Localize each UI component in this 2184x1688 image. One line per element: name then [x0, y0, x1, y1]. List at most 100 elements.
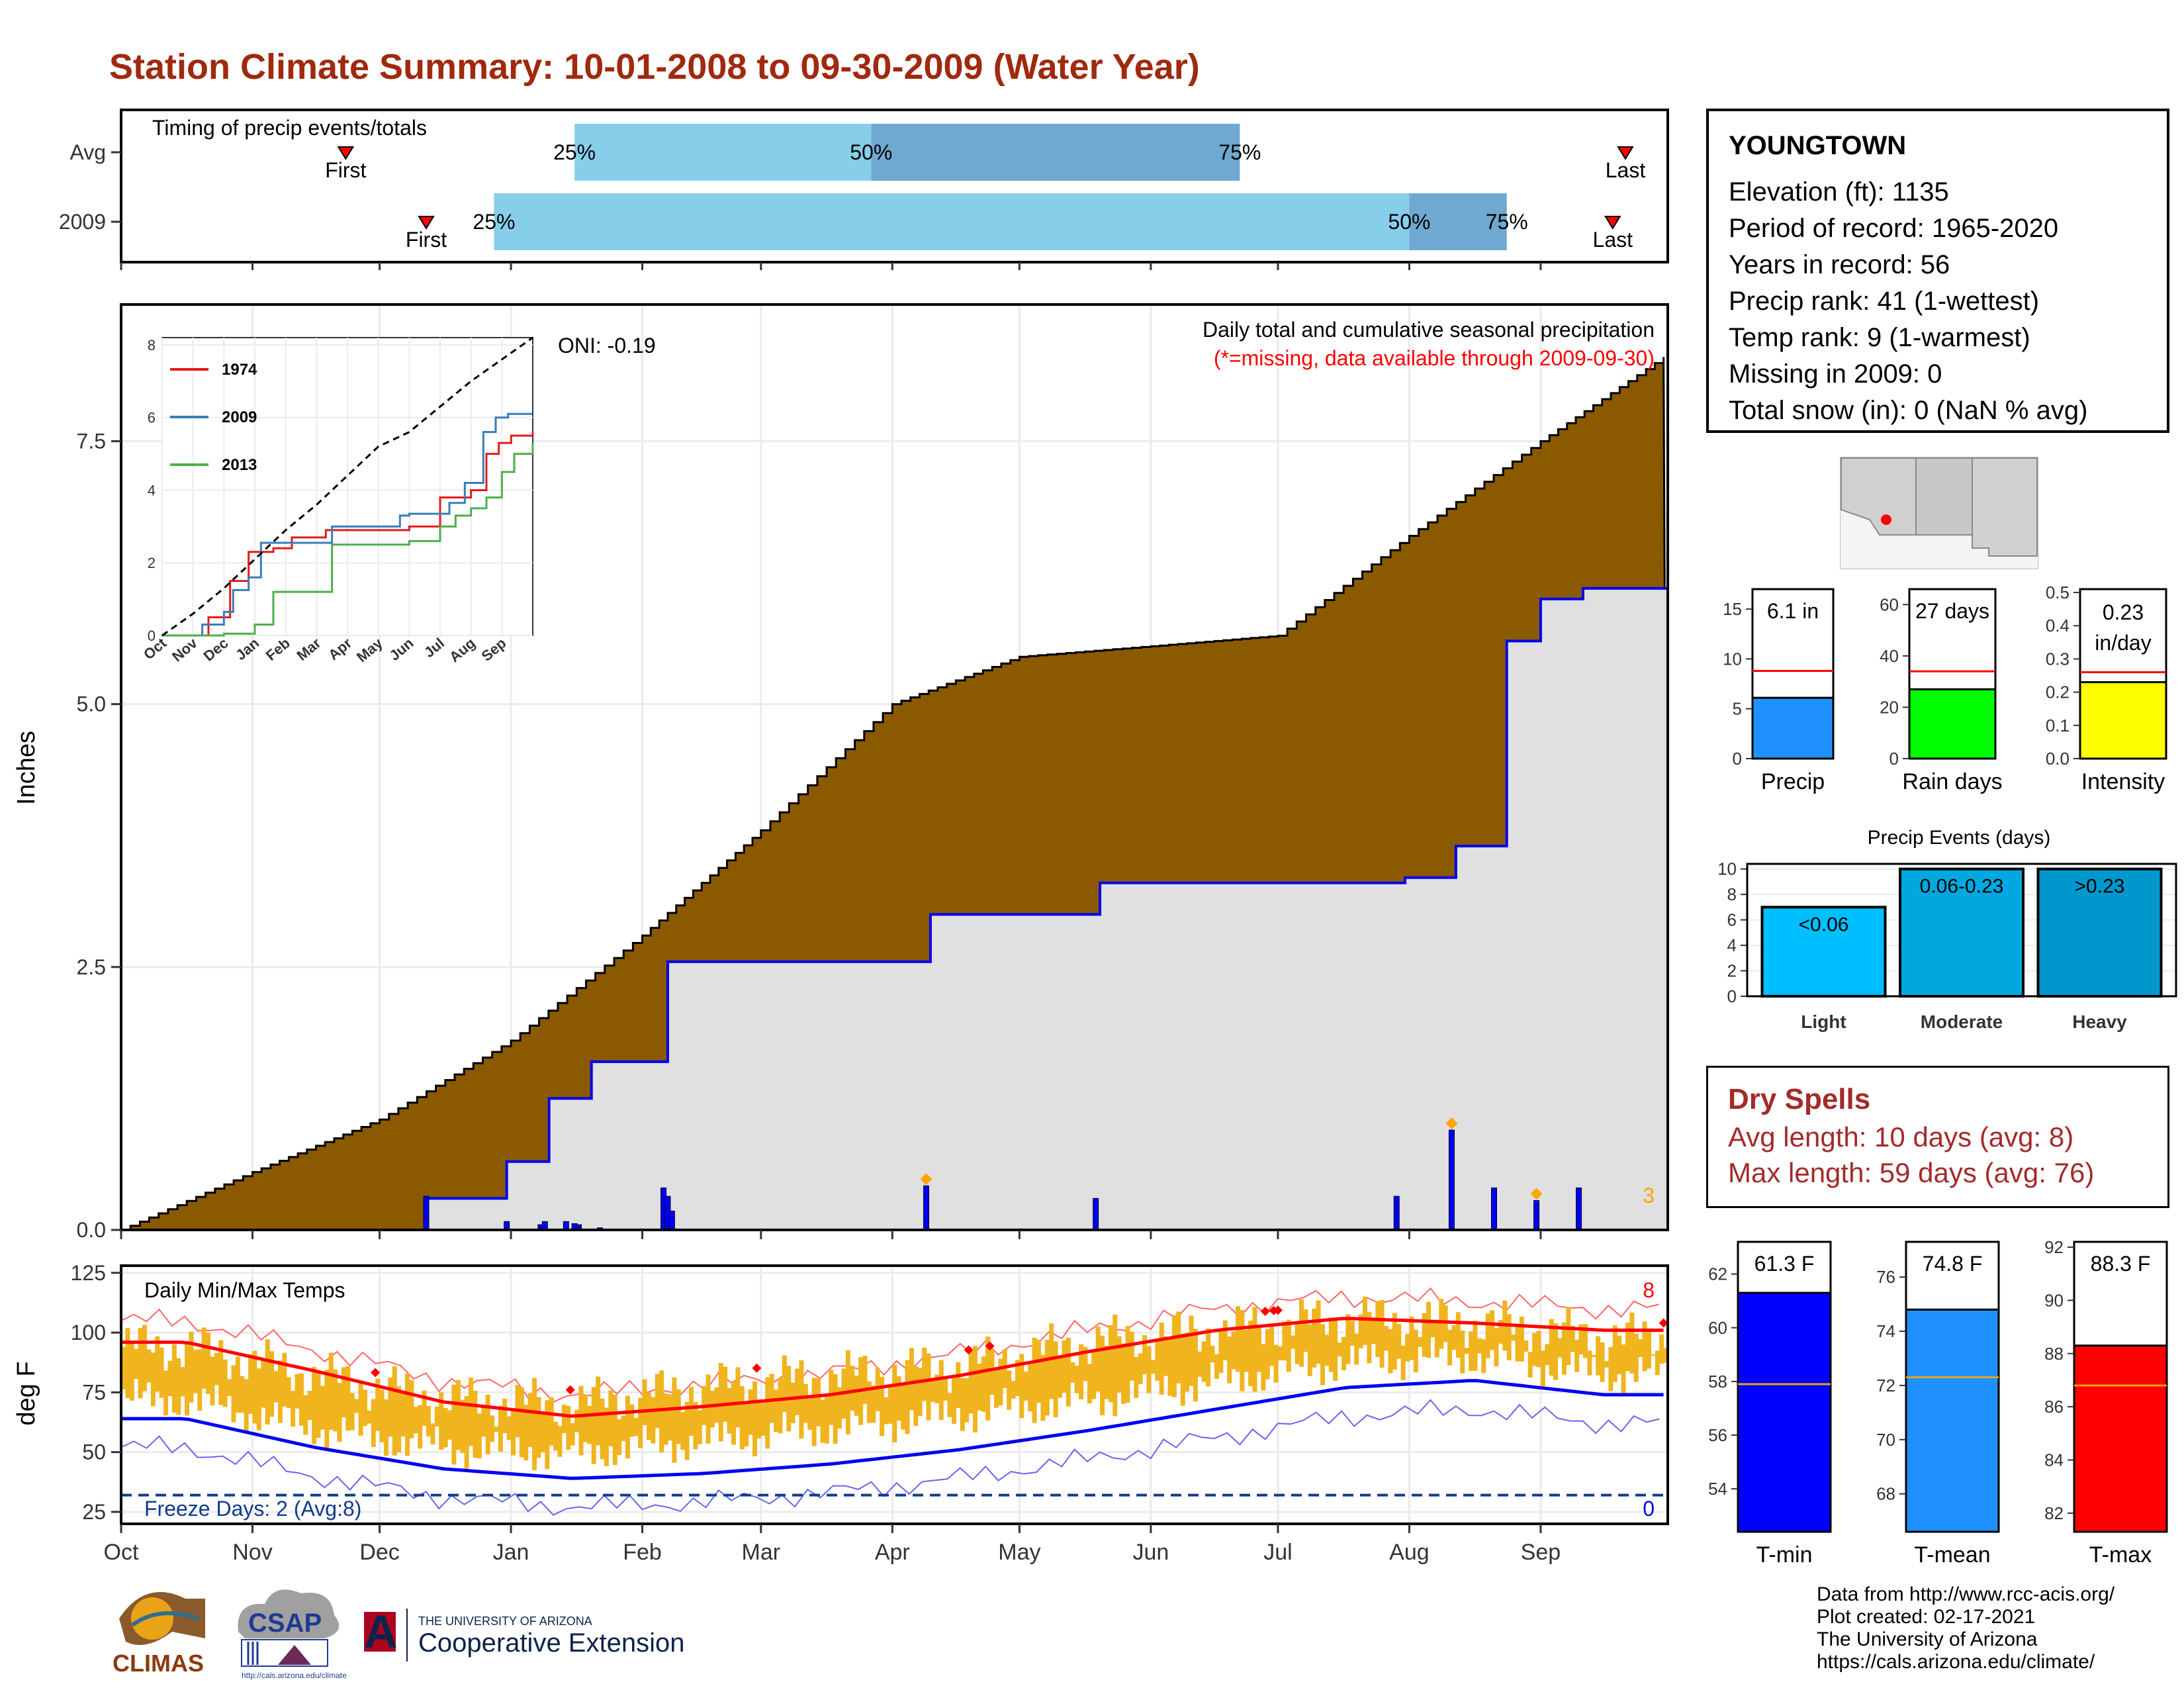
precip-count-label: 3	[1643, 1184, 1655, 1207]
daily-temp-bar	[1447, 1329, 1453, 1366]
daily-temp-bar	[1455, 1312, 1461, 1358]
daily-temp-bar	[129, 1342, 134, 1401]
daily-temp-bar	[1185, 1332, 1190, 1392]
timing-bar-q1	[574, 124, 872, 181]
daily-temp-bar	[1485, 1313, 1490, 1358]
daily-temp-bar	[367, 1410, 372, 1424]
daily-temp-bar	[1494, 1328, 1499, 1367]
timing-first-marker	[337, 146, 355, 160]
daily-temp-bar	[752, 1381, 758, 1456]
map-state-arizona	[1915, 457, 1973, 536]
daily-temp-bar	[256, 1368, 261, 1430]
daily-temp-bar	[1113, 1315, 1118, 1417]
dry-spells-avg: Avg length: 10 days (avg: 8)	[1728, 1121, 2074, 1152]
daily-temp-bar	[392, 1366, 397, 1456]
daily-temp-bar	[261, 1360, 266, 1408]
daily-temp-bar	[1312, 1308, 1317, 1368]
daily-temp-bar	[1384, 1326, 1389, 1351]
daily-temp-bar	[1044, 1340, 1050, 1416]
timing-first-label: First	[406, 228, 447, 252]
tmin-axis-label: T-min	[1756, 1542, 1813, 1568]
timing-chart: Timing of precip events/totals Avg 25% 50% 7…	[59, 109, 1669, 270]
daily-temp-bar	[426, 1405, 431, 1436]
tmean-axis-label: T-mean	[1914, 1542, 1990, 1568]
daily-temp-bar	[1600, 1342, 1605, 1382]
timing-bar-q1	[494, 193, 1410, 250]
daily-temp-bar	[917, 1368, 923, 1417]
daily-temp-bar	[1426, 1301, 1432, 1358]
dry-spells-title: Dry Spells	[1728, 1083, 1871, 1115]
inset-series-2009	[162, 412, 533, 637]
tmax-y-tick-label: 92	[2044, 1237, 2064, 1257]
daily-temp-bar	[1023, 1372, 1028, 1401]
daily-temp-bar	[998, 1358, 1003, 1406]
daily-temp-bar	[180, 1367, 185, 1397]
daily-temp-bar	[451, 1384, 457, 1465]
daily-temp-bar	[1392, 1313, 1397, 1370]
daily-temp-bar	[434, 1406, 439, 1427]
daily-temp-bar	[887, 1385, 893, 1424]
daily-temp-bar	[638, 1397, 643, 1448]
events-bar-light	[1760, 906, 1887, 998]
temp-y-tick-label: 100	[71, 1321, 106, 1344]
ua-small-text: THE UNIVERSITY OF ARIZONA	[418, 1615, 592, 1628]
daily-temp-bar	[337, 1383, 342, 1442]
tmin-bar	[1737, 1291, 1832, 1533]
station-name: YOUNGTOWN	[1729, 131, 1907, 160]
tmax-y-tick-label: 86	[2044, 1397, 2064, 1417]
daily-temp-bar	[756, 1401, 762, 1438]
daily-temp-bar	[1434, 1319, 1439, 1358]
daily-temp-bar	[1142, 1335, 1148, 1375]
events-y-tick-label: 8	[1727, 884, 1737, 904]
events-y-tick-label: 4	[1727, 935, 1737, 955]
daily-temp-bar	[439, 1392, 444, 1450]
daily-temp-bar	[739, 1386, 745, 1450]
daily-temp-bar	[295, 1374, 300, 1409]
daily-temp-bar	[404, 1373, 410, 1456]
daily-temp-bar	[1596, 1336, 1601, 1376]
precip-chart: 0.0 2.5 5.0 7.5 Inches Daily total and cumula…	[13, 303, 1669, 1242]
daily-temp-bar	[189, 1331, 194, 1403]
daily-temp-bar	[748, 1389, 753, 1435]
rain-days-y-tick-label: 40	[1880, 646, 1899, 666]
daily-temp-bar	[566, 1405, 571, 1450]
daily-temp-bar	[358, 1382, 363, 1436]
daily-temp-bar	[1549, 1319, 1554, 1376]
station-years: Years in record: 56	[1729, 250, 1950, 279]
intensity-y-tick-label: 0.5	[2046, 583, 2070, 602]
daily-precip-bar	[923, 1185, 930, 1231]
daily-temp-bar	[185, 1343, 190, 1416]
inset-y-tick-label: 8	[148, 337, 156, 353]
station-snow: Total snow (in): 0 (NaN % avg)	[1729, 396, 2088, 425]
daily-temp-bar	[1062, 1340, 1067, 1393]
rain-days-bar	[1908, 688, 1997, 760]
daily-temp-bar	[587, 1405, 592, 1444]
daily-temp-bar	[506, 1416, 512, 1440]
daily-temp-bar	[400, 1391, 406, 1436]
daily-temp-bar	[1354, 1333, 1359, 1365]
daily-temp-bar	[1298, 1299, 1304, 1367]
daily-temp-bar	[1058, 1356, 1063, 1398]
record-high-marker	[371, 1368, 381, 1378]
station-info-box: YOUNGTOWN Elevation (ft): 1135 Period of…	[1706, 109, 2169, 433]
daily-temp-bar	[926, 1353, 931, 1421]
csap-url: http://cals.arizona.edu/climate	[242, 1671, 347, 1680]
daily-temp-bar	[1163, 1336, 1169, 1376]
daily-temp-bar	[612, 1394, 617, 1466]
daily-temp-bar	[1663, 1348, 1668, 1363]
daily-temp-bar	[709, 1390, 715, 1428]
temp-stats-bars: 54 56 58 60 62 61.3 F T-min 68 70 72 74 76 74.8 F T-m…	[1708, 1237, 2168, 1568]
daily-temp-bar	[1566, 1307, 1571, 1365]
daily-temp-bar	[430, 1423, 435, 1445]
tmean-y-tick-label: 76	[1876, 1267, 1895, 1287]
daily-temp-bar	[328, 1352, 334, 1430]
daily-temp-bar	[265, 1339, 270, 1425]
daily-temp-bar	[447, 1410, 453, 1440]
daily-temp-bar	[1413, 1329, 1418, 1373]
daily-temp-bar	[1244, 1329, 1249, 1372]
tmean-y-tick-label: 68	[1876, 1484, 1895, 1504]
daily-temp-bar	[1642, 1321, 1647, 1372]
daily-temp-bar	[1612, 1325, 1617, 1382]
daily-temp-bar	[1328, 1317, 1334, 1372]
daily-temp-bar	[1231, 1331, 1236, 1370]
